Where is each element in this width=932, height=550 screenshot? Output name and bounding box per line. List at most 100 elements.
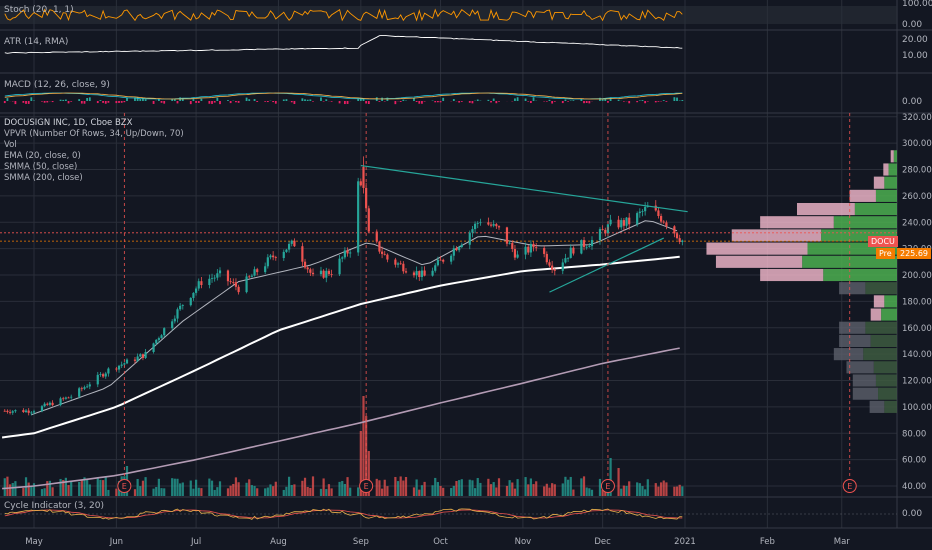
volume-bar-138 — [513, 488, 517, 496]
candle-body-151 — [564, 258, 567, 263]
volume-bar-174 — [646, 479, 649, 496]
macd-hist-163 — [607, 101, 609, 103]
volume-bar-114 — [423, 481, 426, 496]
candlesticks[interactable] — [3, 156, 684, 416]
vpvr-down-8 — [715, 255, 803, 268]
volume-bar-146 — [545, 483, 548, 496]
macd-hist-71 — [266, 101, 269, 103]
volume-bar-65 — [245, 482, 248, 496]
macd-hist-52 — [195, 101, 197, 103]
macd-hist-20 — [78, 99, 81, 101]
candle-body-179 — [665, 222, 668, 227]
macd-hist-39 — [144, 99, 147, 101]
candle-body-149 — [553, 269, 556, 271]
macd-hist-101 — [378, 101, 381, 102]
candle-body-111 — [415, 271, 418, 276]
macd-hist-148 — [551, 101, 554, 104]
macd-hist-113 — [421, 101, 423, 104]
vpvr-up-16 — [873, 361, 897, 374]
volume-bar-81 — [303, 477, 307, 496]
volume-bar-170 — [636, 482, 639, 496]
candle-body-22 — [83, 387, 86, 389]
macd-hist-175 — [654, 101, 657, 103]
macd-hist-4 — [14, 101, 17, 105]
macd-hist-153 — [569, 100, 572, 101]
macd-hist-93 — [346, 101, 349, 104]
macd-hist-85 — [320, 97, 322, 101]
candle-body-104 — [386, 254, 389, 260]
macd-hist-130 — [487, 99, 490, 101]
volume-bar-160 — [598, 478, 602, 496]
candle-body-70 — [264, 266, 267, 273]
trendlines[interactable] — [360, 164, 688, 293]
volume-bar-70 — [264, 488, 267, 496]
candle-body-106 — [396, 263, 400, 265]
macd-hist-1 — [6, 98, 9, 101]
volume-bar-8 — [30, 486, 33, 496]
volume-bar-55 — [208, 478, 211, 496]
volume-bar-183 — [681, 486, 684, 496]
macd-pane[interactable] — [3, 92, 684, 105]
price-tick-13: 300.00 — [902, 139, 932, 149]
macd-tick-0: 0.00 — [902, 97, 923, 107]
candle-body-75 — [282, 251, 285, 259]
macd-hist-95 — [357, 98, 360, 101]
volume-bar-93 — [346, 477, 349, 496]
candle-body-33 — [123, 363, 126, 365]
cycle-pane[interactable] — [0, 508, 897, 520]
macd-hist-26 — [99, 100, 102, 101]
volume-bar-16 — [62, 480, 65, 496]
atr-label: ATR (14, RMA) — [4, 37, 69, 47]
macd-hist-64 — [237, 101, 240, 103]
candle-body-65 — [245, 276, 248, 293]
candle-body-4 — [14, 410, 17, 412]
atr-pane[interactable] — [4, 34, 683, 54]
volume-bar-75 — [282, 489, 285, 496]
candle-body-48 — [179, 305, 182, 310]
volume-bar-57 — [213, 489, 216, 496]
volume-bar-169 — [628, 481, 631, 496]
stoch-pane[interactable] — [0, 6, 897, 24]
candle-body-165 — [617, 219, 620, 228]
macd-hist-92 — [343, 101, 346, 105]
macd-hist-84 — [312, 101, 314, 102]
candle-body-110 — [412, 272, 416, 276]
candle-body-83 — [309, 269, 312, 273]
macd-hist-111 — [415, 101, 418, 102]
volume-bar-130 — [487, 478, 490, 496]
candle-body-99 — [367, 208, 370, 232]
macd-hist-147 — [548, 99, 551, 101]
macd-line — [4, 92, 683, 100]
candle-body-36 — [136, 356, 139, 361]
macd-hist-59 — [219, 101, 221, 105]
macd-hist-35 — [134, 97, 136, 101]
macd-hist-11 — [43, 101, 46, 103]
vpvr-up-3 — [875, 189, 897, 202]
volume-bar-71 — [266, 487, 269, 496]
vpvr-up-15 — [863, 348, 897, 361]
candle-body-122 — [455, 248, 458, 251]
volume-bar-11 — [43, 488, 46, 496]
volume-bar-172 — [641, 486, 644, 496]
macd-hist-49 — [181, 98, 184, 101]
volume-bar-141 — [527, 484, 530, 496]
candle-body-105 — [394, 259, 397, 265]
candle-body-86 — [322, 270, 325, 278]
volume-bar-101 — [378, 480, 381, 496]
candle-body-11 — [43, 403, 46, 407]
candle-body-73 — [272, 255, 275, 258]
volume-bar-180 — [673, 486, 676, 496]
candle-body-39 — [144, 351, 147, 358]
candle-body-112 — [418, 271, 421, 277]
candle-body-23 — [86, 386, 89, 388]
candle-body-120 — [450, 255, 453, 262]
candle-body-168 — [625, 217, 628, 226]
macd-hist-46 — [173, 99, 176, 101]
volume-bar-48 — [179, 483, 182, 496]
candle-body-113 — [420, 270, 424, 277]
time-tick-2: Jul — [190, 537, 201, 547]
volume-bar-89 — [330, 488, 333, 496]
volume-bar-60 — [226, 488, 230, 496]
